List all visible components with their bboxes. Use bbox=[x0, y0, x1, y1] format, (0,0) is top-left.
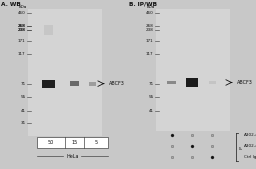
Text: 171: 171 bbox=[18, 39, 26, 43]
Bar bbox=[156, 9, 230, 131]
Text: 238: 238 bbox=[146, 28, 154, 32]
Text: IP: IP bbox=[239, 145, 243, 149]
Text: 55: 55 bbox=[148, 95, 154, 99]
Text: 15: 15 bbox=[72, 140, 78, 145]
Text: 238: 238 bbox=[18, 28, 26, 32]
Text: B. IP/WB: B. IP/WB bbox=[129, 2, 157, 7]
Bar bbox=[89, 82, 96, 86]
Bar bbox=[42, 80, 55, 88]
Text: Ctrl IgG: Ctrl IgG bbox=[244, 155, 256, 159]
Text: 171: 171 bbox=[146, 39, 154, 43]
Text: 460: 460 bbox=[18, 11, 26, 15]
Text: 50: 50 bbox=[48, 140, 54, 145]
Bar bbox=[44, 25, 53, 35]
Text: 41: 41 bbox=[20, 109, 26, 113]
Text: ABCF3: ABCF3 bbox=[110, 81, 125, 86]
Text: HeLa: HeLa bbox=[66, 154, 79, 159]
Text: kDa: kDa bbox=[146, 5, 155, 9]
Bar bbox=[70, 81, 79, 87]
Text: 71: 71 bbox=[148, 82, 154, 86]
Text: A. WB: A. WB bbox=[1, 2, 21, 7]
Text: 117: 117 bbox=[18, 52, 26, 56]
Bar bbox=[186, 78, 198, 87]
Bar bbox=[28, 9, 102, 136]
Bar bbox=[167, 81, 176, 84]
Text: 31: 31 bbox=[20, 121, 26, 125]
Text: 268: 268 bbox=[146, 24, 154, 28]
Text: 55: 55 bbox=[20, 95, 26, 99]
Text: 5: 5 bbox=[95, 140, 98, 145]
Text: 117: 117 bbox=[146, 52, 154, 56]
Text: 268: 268 bbox=[18, 24, 26, 28]
Bar bbox=[37, 137, 108, 148]
Text: A302-495A: A302-495A bbox=[244, 133, 256, 137]
Text: 268: 268 bbox=[18, 24, 26, 28]
Text: 41: 41 bbox=[148, 109, 154, 113]
Text: kDa: kDa bbox=[18, 5, 27, 9]
Bar bbox=[209, 81, 216, 84]
Text: 71: 71 bbox=[20, 82, 26, 86]
Text: ABCF3: ABCF3 bbox=[238, 80, 253, 85]
Text: 238: 238 bbox=[18, 28, 26, 32]
Text: A302-496A: A302-496A bbox=[244, 144, 256, 148]
Text: 460: 460 bbox=[146, 11, 154, 15]
